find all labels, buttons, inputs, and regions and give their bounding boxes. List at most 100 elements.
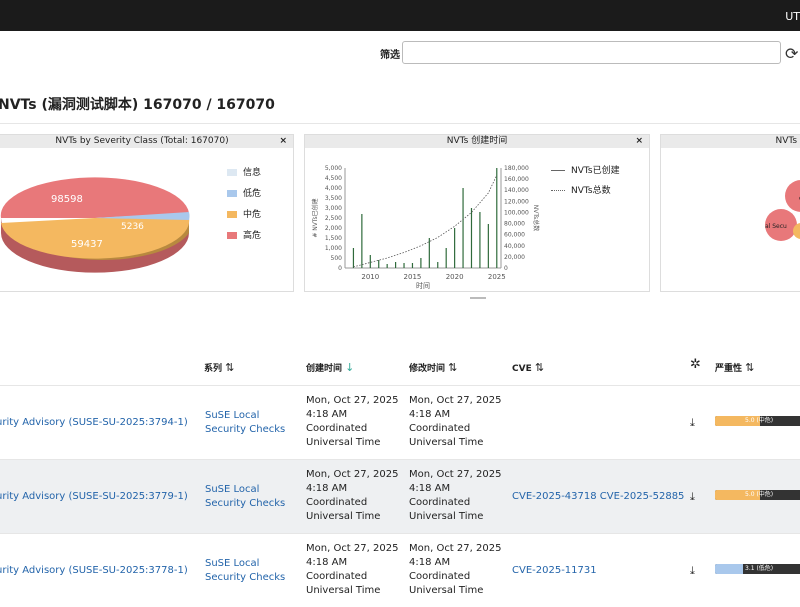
family-chart-title: NVTs by F bbox=[775, 136, 800, 146]
y-tick-label-left: 3,500 bbox=[325, 195, 342, 202]
legend-item-high: 高危 bbox=[227, 228, 261, 241]
x-tick-label: 2020 bbox=[446, 273, 464, 281]
bubble-label: al Secu bbox=[765, 223, 787, 230]
close-icon[interactable]: × bbox=[635, 136, 643, 146]
total-line bbox=[353, 175, 498, 268]
creation-time-line-chart: 0 500 1,000 1,500 2,000 2,500 3,000 3,500 4,000 4… bbox=[311, 165, 540, 290]
severity-label: 3.1 (低危) bbox=[745, 565, 774, 572]
creation-chart-title: NVTs 创建时间 bbox=[446, 136, 508, 146]
nvt-name-link[interactable]: urity Advisory (SUSE-SU-2025:3778-1) bbox=[0, 565, 188, 576]
y-tick-label-right: 140,000 bbox=[504, 187, 529, 194]
created-date: Mon, Oct 27, 2025 4:18 AM Coordinated Un… bbox=[306, 543, 399, 596]
sort-icon: ⇅ bbox=[745, 361, 755, 374]
family-link[interactable]: SuSE Local Security Checks bbox=[205, 484, 286, 509]
filter-bar: 筛选 ⟳ bbox=[0, 31, 800, 71]
x-tick-label: 2010 bbox=[361, 273, 379, 281]
sort-icon: ⇅ bbox=[225, 361, 235, 374]
table-row[interactable]: urity Advisory (SUSE-SU-2025:3794-1) SuSE… bbox=[0, 385, 800, 459]
nvt-name-link[interactable]: urity Advisory (SUSE-SU-2025:3779-1) bbox=[0, 491, 188, 502]
download-icon[interactable]: ⤓ bbox=[690, 564, 695, 577]
close-icon[interactable]: × bbox=[279, 136, 287, 146]
y-tick-label-left: 1,000 bbox=[325, 245, 342, 252]
y-tick-label-right: 180,000 bbox=[504, 165, 529, 172]
family-link[interactable]: SuSE Local Security Checks bbox=[205, 558, 286, 583]
panel-header[interactable]: NVTs 创建时间 × bbox=[305, 135, 649, 148]
column-header-family[interactable]: 系列 ⇅ bbox=[204, 361, 235, 374]
severity-bar: 5.0 (中危) bbox=[715, 416, 800, 426]
x-tick-label: 2025 bbox=[488, 273, 506, 281]
severity-bar: 3.1 (低危) bbox=[715, 564, 800, 574]
y-tick-label-right: 80,000 bbox=[504, 221, 525, 228]
bubble bbox=[793, 223, 800, 239]
top-bar: UT bbox=[0, 0, 800, 31]
column-header-severity[interactable]: 严重性 ⇅ bbox=[715, 361, 755, 374]
divider bbox=[0, 123, 800, 124]
modified-date: Mon, Oct 27, 2025 4:18 AM Coordinated Un… bbox=[409, 543, 502, 596]
download-icon[interactable]: ⤓ bbox=[690, 416, 695, 429]
bubble bbox=[785, 180, 800, 212]
pie-slice-low bbox=[95, 212, 190, 220]
pie-slice-high bbox=[0, 177, 189, 218]
y-tick-label-right: 40,000 bbox=[504, 243, 525, 250]
pie-slice-medium bbox=[1, 218, 190, 259]
puzzle-icon: ✲ bbox=[690, 357, 701, 372]
y-axis-label-left: # NVTs已创建 bbox=[311, 198, 319, 237]
table-row[interactable]: urity Advisory (SUSE-SU-2025:3779-1) SuSE… bbox=[0, 459, 800, 533]
x-axis-label: 时间 bbox=[416, 281, 430, 290]
y-tick-label-left: 0 bbox=[338, 265, 342, 272]
y-axis-label-right: NVTs总数 bbox=[532, 205, 540, 231]
nvt-name-link[interactable]: urity Advisory (SUSE-SU-2025:3794-1) bbox=[0, 417, 188, 428]
filter-input[interactable] bbox=[402, 41, 781, 64]
pie-side-high bbox=[1, 218, 189, 273]
column-header-created[interactable]: 创建时间 ↓ bbox=[306, 361, 355, 374]
y-tick-label-left: 3,000 bbox=[325, 205, 342, 212]
y-tick-label-right: 20,000 bbox=[504, 254, 525, 261]
page-title: NVTs (漏洞测试脚本) 167070 / 167070 bbox=[0, 97, 275, 113]
y-tick-label-left: 4,500 bbox=[325, 175, 342, 182]
creation-time-chart-panel: NVTs 创建时间 × 0 500 1,000 1,500 2,000 2,500 3,00… bbox=[304, 134, 650, 292]
created-date: Mon, Oct 27, 2025 4:18 AM Coordinated Un… bbox=[306, 469, 399, 522]
download-icon[interactable]: ⤓ bbox=[690, 490, 695, 503]
y-tick-label-left: 500 bbox=[331, 255, 343, 262]
y-tick-label-left: 1,500 bbox=[325, 235, 342, 242]
legend-item-medium: 中危 bbox=[227, 207, 261, 220]
bubble bbox=[765, 209, 797, 241]
family-chart-panel: NVTs by F ocal S al Secu bbox=[660, 134, 800, 292]
y-tick-label-right: 0 bbox=[504, 265, 508, 272]
y-tick-label-left: 2,000 bbox=[325, 225, 342, 232]
modified-date: Mon, Oct 27, 2025 4:18 AM Coordinated Un… bbox=[409, 469, 502, 522]
sort-desc-icon: ↓ bbox=[345, 361, 355, 374]
cve-link[interactable]: CVE-2025-43718 CVE-2025-52885 bbox=[512, 491, 685, 502]
filter-label: 筛选 bbox=[380, 50, 400, 61]
pie-label-medium: 59437 bbox=[71, 239, 103, 250]
severity-pie-chart: 98598 59437 5236 bbox=[0, 177, 190, 273]
x-tick-label: 2015 bbox=[404, 273, 422, 281]
column-header-cve[interactable]: CVE ⇅ bbox=[512, 361, 545, 374]
table-row[interactable]: urity Advisory (SUSE-SU-2025:3778-1) SuSE… bbox=[0, 533, 800, 607]
y-tick-label-right: 100,000 bbox=[504, 209, 529, 216]
y-tick-label-right: 120,000 bbox=[504, 198, 529, 205]
column-header-modified[interactable]: 修改时间 ⇅ bbox=[409, 361, 458, 374]
pie-label-high: 98598 bbox=[51, 194, 83, 205]
sort-icon: ⇅ bbox=[534, 361, 545, 374]
panel-header[interactable]: NVTs by F bbox=[661, 135, 800, 148]
legend-item-total: NVTs总数 bbox=[551, 183, 611, 196]
severity-bar: 5.0 (中危) bbox=[715, 490, 800, 500]
panel-header[interactable]: NVTs by Severity Class (Total: 167070) × bbox=[0, 135, 293, 148]
severity-label: 5.0 (中危) bbox=[745, 417, 774, 424]
user-menu[interactable]: UT bbox=[785, 10, 800, 23]
pie-label-low: 5236 bbox=[121, 222, 144, 232]
resize-handle[interactable] bbox=[470, 297, 486, 299]
cve-link[interactable]: CVE-2025-11731 bbox=[512, 565, 597, 576]
y-tick-label-right: 160,000 bbox=[504, 176, 529, 183]
family-link[interactable]: SuSE Local Security Checks bbox=[205, 410, 286, 435]
legend-item-info: 信息 bbox=[227, 165, 261, 178]
y-tick-label-left: 4,000 bbox=[325, 185, 342, 192]
modified-date: Mon, Oct 27, 2025 4:18 AM Coordinated Un… bbox=[409, 395, 502, 448]
refresh-icon[interactable]: ⟳ bbox=[785, 44, 799, 63]
family-bubble-chart: ocal S al Secu bbox=[765, 180, 800, 241]
legend-item-created: NVTs已创建 bbox=[551, 163, 620, 176]
sort-icon: ⇅ bbox=[448, 361, 458, 374]
severity-chart-title: NVTs by Severity Class (Total: 167070) bbox=[55, 136, 229, 146]
legend-item-low: 低危 bbox=[227, 186, 261, 199]
